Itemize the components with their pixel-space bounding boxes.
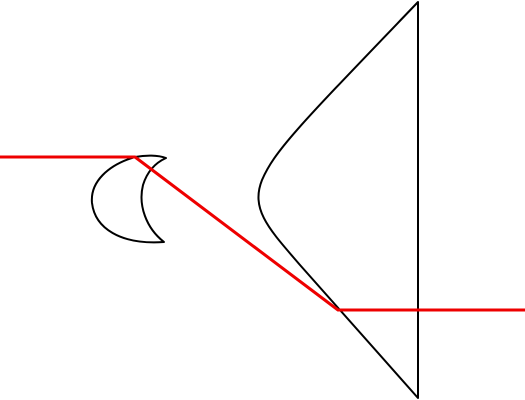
light-ray	[0, 155, 525, 312]
crescent-lens	[90, 154, 167, 244]
prism-lens	[257, 1, 419, 399]
